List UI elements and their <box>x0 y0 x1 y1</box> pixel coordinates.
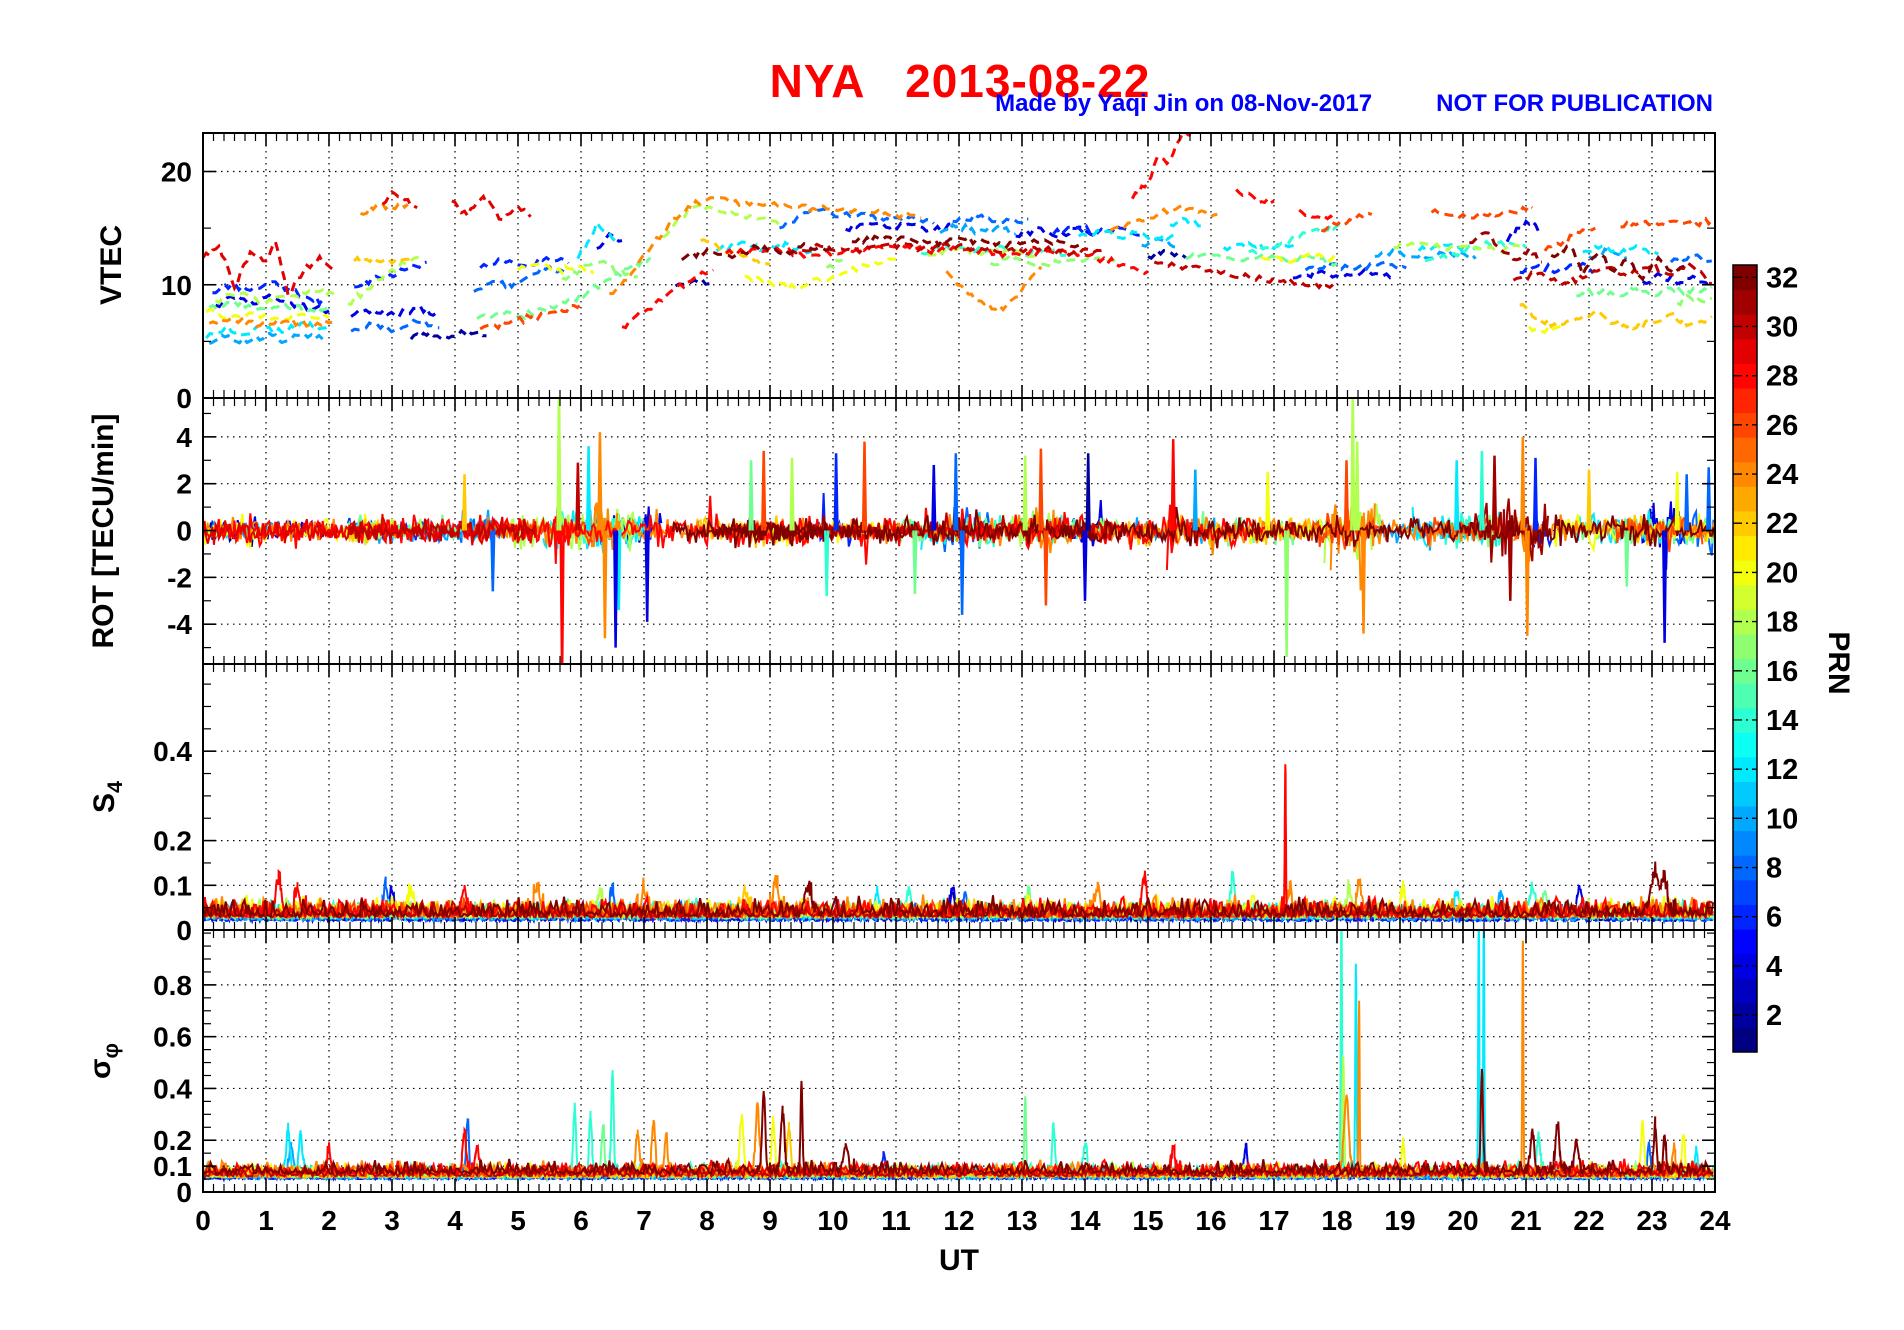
series-sigma-phi <box>203 930 1715 1183</box>
series-vtec <box>203 133 1713 345</box>
ytick-s4-0: 0 <box>176 915 192 946</box>
xtick-8: 8 <box>699 1205 715 1236</box>
ytick-rot-2: 2 <box>176 469 192 500</box>
frame-vtec: 0 10 20 <box>161 132 1716 414</box>
ytick-rot--2: -2 <box>167 562 192 593</box>
panel-rot: -4 -2 0 2 4 <box>167 397 1716 665</box>
ytick-s4-0.4: 0.4 <box>153 736 192 767</box>
ytick-vtec-20: 20 <box>161 157 192 188</box>
colorbar-tick-32: 32 <box>1766 262 1798 294</box>
xtick-5: 5 <box>510 1205 526 1236</box>
frame-s4: 0 0.1 0.2 0.4 <box>153 663 1716 946</box>
ytick-sigma-phi-0.6: 0.6 <box>153 1022 192 1053</box>
xtick-22: 22 <box>1573 1205 1604 1236</box>
frame-sigma-phi: 00.10.2 0.4 0.6 0.8 <box>153 929 1716 1208</box>
ytick-sigma-phi-0.1: 0.1 <box>153 1151 192 1182</box>
colorbar-tick-28: 28 <box>1766 361 1798 393</box>
colorbar-tick-24: 24 <box>1766 459 1798 491</box>
not-for-publication-text: NOT FOR PUBLICATION <box>1436 90 1713 117</box>
xtick-15: 15 <box>1132 1205 1163 1236</box>
panel-sigma-phi: 00.10.2 0.4 0.6 0.8 <box>153 929 1716 1208</box>
credit-text: Made by Yaqi Jin on 08-Nov-2017 <box>995 90 1373 117</box>
x-axis-label: UT <box>939 1244 979 1277</box>
ytick-s4-0.1: 0.1 <box>153 870 192 901</box>
colorbar-tick-16: 16 <box>1766 656 1798 688</box>
ytick-vtec-10: 10 <box>161 270 192 301</box>
xtick-11: 11 <box>881 1205 911 1236</box>
colorbar-tick-26: 26 <box>1766 410 1798 442</box>
ytick-s4-0.2: 0.2 <box>153 826 192 857</box>
xtick-2: 2 <box>321 1205 337 1236</box>
colorbar-tick-2: 2 <box>1766 1000 1782 1032</box>
ytick-sigma-phi-0: 0 <box>176 1177 192 1208</box>
colorbar-tick-30: 30 <box>1766 311 1798 343</box>
colorbar-tick-6: 6 <box>1766 902 1782 934</box>
grid-sigma-phi <box>203 930 1715 1192</box>
colorbar-tick-10: 10 <box>1766 803 1798 835</box>
series-rot <box>203 398 1715 664</box>
grid-s4 <box>203 664 1715 930</box>
colorbar-tick-14: 14 <box>1766 705 1798 737</box>
xtick-19: 19 <box>1384 1205 1415 1236</box>
series-s4 <box>203 764 1715 925</box>
grid-vtec <box>203 133 1715 398</box>
colorbar-tick-22: 22 <box>1766 508 1798 540</box>
xtick-1: 1 <box>258 1205 274 1236</box>
x-tick-labels: 0 1 2 3 4 5 6 7 8 9 10 11 12 13 14 15 16 17 18 19 20 21 22 23 24 <box>195 1205 1731 1236</box>
ytick-sigma-phi-0.8: 0.8 <box>153 970 192 1001</box>
xtick-14: 14 <box>1069 1205 1101 1236</box>
ytick-sigma-phi-0.4: 0.4 <box>153 1073 192 1104</box>
panel-vtec: 0 10 20 <box>161 132 1716 414</box>
xtick-0: 0 <box>195 1205 211 1236</box>
xtick-12: 12 <box>943 1205 974 1236</box>
xtick-7: 7 <box>636 1205 652 1236</box>
xtick-9: 9 <box>762 1205 778 1236</box>
ytick-rot--4: -4 <box>167 609 192 640</box>
page-title: NYA 2013-08-22 <box>769 55 1151 107</box>
xtick-3: 3 <box>384 1205 400 1236</box>
colorbar-tick-20: 20 <box>1766 557 1798 589</box>
xtick-23: 23 <box>1636 1205 1667 1236</box>
colorbar-tick-8: 8 <box>1766 853 1782 885</box>
xtick-10: 10 <box>817 1205 848 1236</box>
panel-s4: 0 0.1 0.2 0.4 <box>153 663 1716 946</box>
xtick-4: 4 <box>447 1205 463 1236</box>
colorbar-tick-12: 12 <box>1766 754 1798 786</box>
ytick-rot-4: 4 <box>176 422 192 453</box>
ytick-vtec-0: 0 <box>176 383 192 414</box>
xtick-6: 6 <box>573 1205 589 1236</box>
xtick-13: 13 <box>1006 1205 1037 1236</box>
ytick-rot-0: 0 <box>176 516 192 547</box>
xtick-16: 16 <box>1195 1205 1226 1236</box>
ytick-sigma-phi-0.2: 0.2 <box>153 1125 192 1156</box>
colorbar-tick-18: 18 <box>1766 607 1798 639</box>
xtick-18: 18 <box>1321 1205 1352 1236</box>
colorbar-tick-4: 4 <box>1766 951 1782 983</box>
xtick-20: 20 <box>1447 1205 1478 1236</box>
xtick-21: 21 <box>1510 1205 1541 1236</box>
credit-line: Made by Yaqi Jin on 08-Nov-2017 NOT FOR P… <box>995 90 1713 118</box>
xtick-24: 24 <box>1699 1205 1731 1236</box>
xtick-17: 17 <box>1258 1205 1289 1236</box>
